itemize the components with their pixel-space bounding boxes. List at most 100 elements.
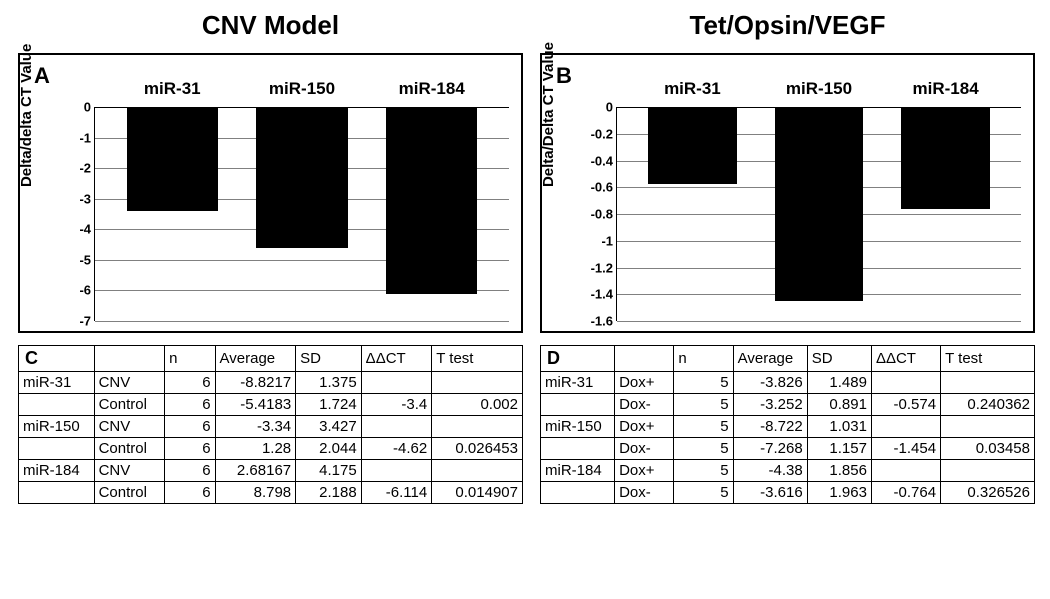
table-header-cell: T test — [432, 346, 523, 372]
panel-letter: C — [19, 346, 95, 372]
table-cell: 2.044 — [296, 438, 362, 460]
table-row: miR-31Dox+5-3.8261.489 — [541, 372, 1035, 394]
table-row: Control68.7982.188-6.1140.014907 — [19, 482, 523, 504]
chart-ytick: -0.8 — [591, 207, 617, 222]
table-row: Dox-5-7.2681.157-1.4540.03458 — [541, 438, 1035, 460]
table-cell: -3.4 — [361, 394, 432, 416]
table-cell: -0.764 — [871, 482, 940, 504]
table-cell — [432, 416, 523, 438]
chart-ytick: -4 — [79, 222, 95, 237]
table-cell: miR-31 — [541, 372, 615, 394]
table-cell: -4.62 — [361, 438, 432, 460]
table-cell: miR-150 — [541, 416, 615, 438]
table-cell — [361, 372, 432, 394]
table-cell: miR-31 — [19, 372, 95, 394]
table-cell: CNV — [94, 416, 165, 438]
table-cell: Dox- — [615, 438, 674, 460]
chart-ytick: 0 — [606, 100, 617, 115]
table-cell — [871, 416, 940, 438]
table-cell: 1.489 — [807, 372, 871, 394]
table-cell: 5 — [674, 438, 733, 460]
right-column: Tet/Opsin/VEGF B Delta/Delta CT Value 0-… — [540, 0, 1035, 504]
table-cell: 1.157 — [807, 438, 871, 460]
chart-ytick: -1.2 — [591, 260, 617, 275]
panel-letter-a: A — [34, 63, 50, 89]
table-cell: 2.188 — [296, 482, 362, 504]
table-header-cell: SD — [807, 346, 871, 372]
chart-a-ylabel: Delta/delta CT Value — [18, 44, 35, 187]
table-cell — [941, 372, 1035, 394]
chart-ytick: -5 — [79, 252, 95, 267]
table-row: miR-184CNV62.681674.175 — [19, 460, 523, 482]
table-cell: 5 — [674, 482, 733, 504]
panel-letter-b: B — [556, 63, 572, 89]
table-cell — [19, 438, 95, 460]
table-cell: Control — [94, 438, 165, 460]
table-d-wrap: DnAverageSDΔΔCTT testmiR-31Dox+5-3.8261.… — [540, 345, 1035, 504]
table-cell: Control — [94, 482, 165, 504]
table-row: Dox-5-3.2520.891-0.5740.240362 — [541, 394, 1035, 416]
chart-ytick: -1.6 — [591, 314, 617, 329]
table-cell — [432, 460, 523, 482]
table-header-cell: n — [165, 346, 215, 372]
chart-bar — [386, 107, 477, 294]
table-cell: 6 — [165, 460, 215, 482]
table-d: DnAverageSDΔΔCTT testmiR-31Dox+5-3.8261.… — [540, 345, 1035, 504]
chart-ytick: -2 — [79, 161, 95, 176]
chart-category-label: miR-150 — [269, 79, 335, 99]
table-header-cell: T test — [941, 346, 1035, 372]
chart-a-box: A Delta/delta CT Value 0-1-2-3-4-5-6-7mi… — [18, 53, 523, 333]
chart-ytick: -1 — [601, 233, 617, 248]
table-cell: 5 — [674, 416, 733, 438]
table-header-cell: ΔΔCT — [361, 346, 432, 372]
table-row: Control61.282.044-4.620.026453 — [19, 438, 523, 460]
table-cell: Dox+ — [615, 372, 674, 394]
table-cell: Control — [94, 394, 165, 416]
table-cell: 6 — [165, 438, 215, 460]
chart-category-label: miR-31 — [144, 79, 201, 99]
chart-bar — [901, 107, 990, 209]
table-row: Dox-5-3.6161.963-0.7640.326526 — [541, 482, 1035, 504]
table-cell: 6 — [165, 482, 215, 504]
table-header-cell: Average — [733, 346, 807, 372]
table-cell: Dox- — [615, 482, 674, 504]
table-c: CnAverageSDΔΔCTT testmiR-31CNV6-8.82171.… — [18, 345, 523, 504]
table-cell: 0.240362 — [941, 394, 1035, 416]
figure-root: CNV Model A Delta/delta CT Value 0-1-2-3… — [0, 0, 1050, 599]
table-cell: -8.8217 — [215, 372, 296, 394]
table-cell — [941, 460, 1035, 482]
chart-ytick: -3 — [79, 191, 95, 206]
table-cell: -0.574 — [871, 394, 940, 416]
chart-bar — [127, 107, 218, 211]
table-cell: CNV — [94, 372, 165, 394]
table-cell — [19, 482, 95, 504]
table-cell: -3.252 — [733, 394, 807, 416]
table-cell: -5.4183 — [215, 394, 296, 416]
chart-ytick: -0.6 — [591, 180, 617, 195]
table-header-cell: ΔΔCT — [871, 346, 940, 372]
table-cell: 0.014907 — [432, 482, 523, 504]
chart-ytick: -0.2 — [591, 126, 617, 141]
table-cell: 6 — [165, 416, 215, 438]
table-cell — [871, 372, 940, 394]
chart-category-label: miR-184 — [913, 79, 979, 99]
table-row: miR-31CNV6-8.82171.375 — [19, 372, 523, 394]
table-cell: 6 — [165, 372, 215, 394]
table-cell — [541, 482, 615, 504]
table-cell — [19, 394, 95, 416]
table-cell: -3.616 — [733, 482, 807, 504]
table-cell — [432, 372, 523, 394]
table-cell: miR-150 — [19, 416, 95, 438]
table-cell — [541, 394, 615, 416]
chart-b-ylabel: Delta/Delta CT Value — [540, 42, 557, 187]
chart-category-label: miR-150 — [786, 79, 852, 99]
chart-b-box: B Delta/Delta CT Value 0-0.2-0.4-0.6-0.8… — [540, 53, 1035, 333]
chart-bar — [648, 107, 737, 184]
table-cell: 4.175 — [296, 460, 362, 482]
table-cell: 5 — [674, 460, 733, 482]
chart-b-plot: 0-0.2-0.4-0.6-0.8-1-1.2-1.4-1.6miR-31miR… — [616, 107, 1021, 321]
table-header-cell: Average — [215, 346, 296, 372]
table-cell: 0.891 — [807, 394, 871, 416]
table-cell: 3.427 — [296, 416, 362, 438]
table-cell: 5 — [674, 372, 733, 394]
